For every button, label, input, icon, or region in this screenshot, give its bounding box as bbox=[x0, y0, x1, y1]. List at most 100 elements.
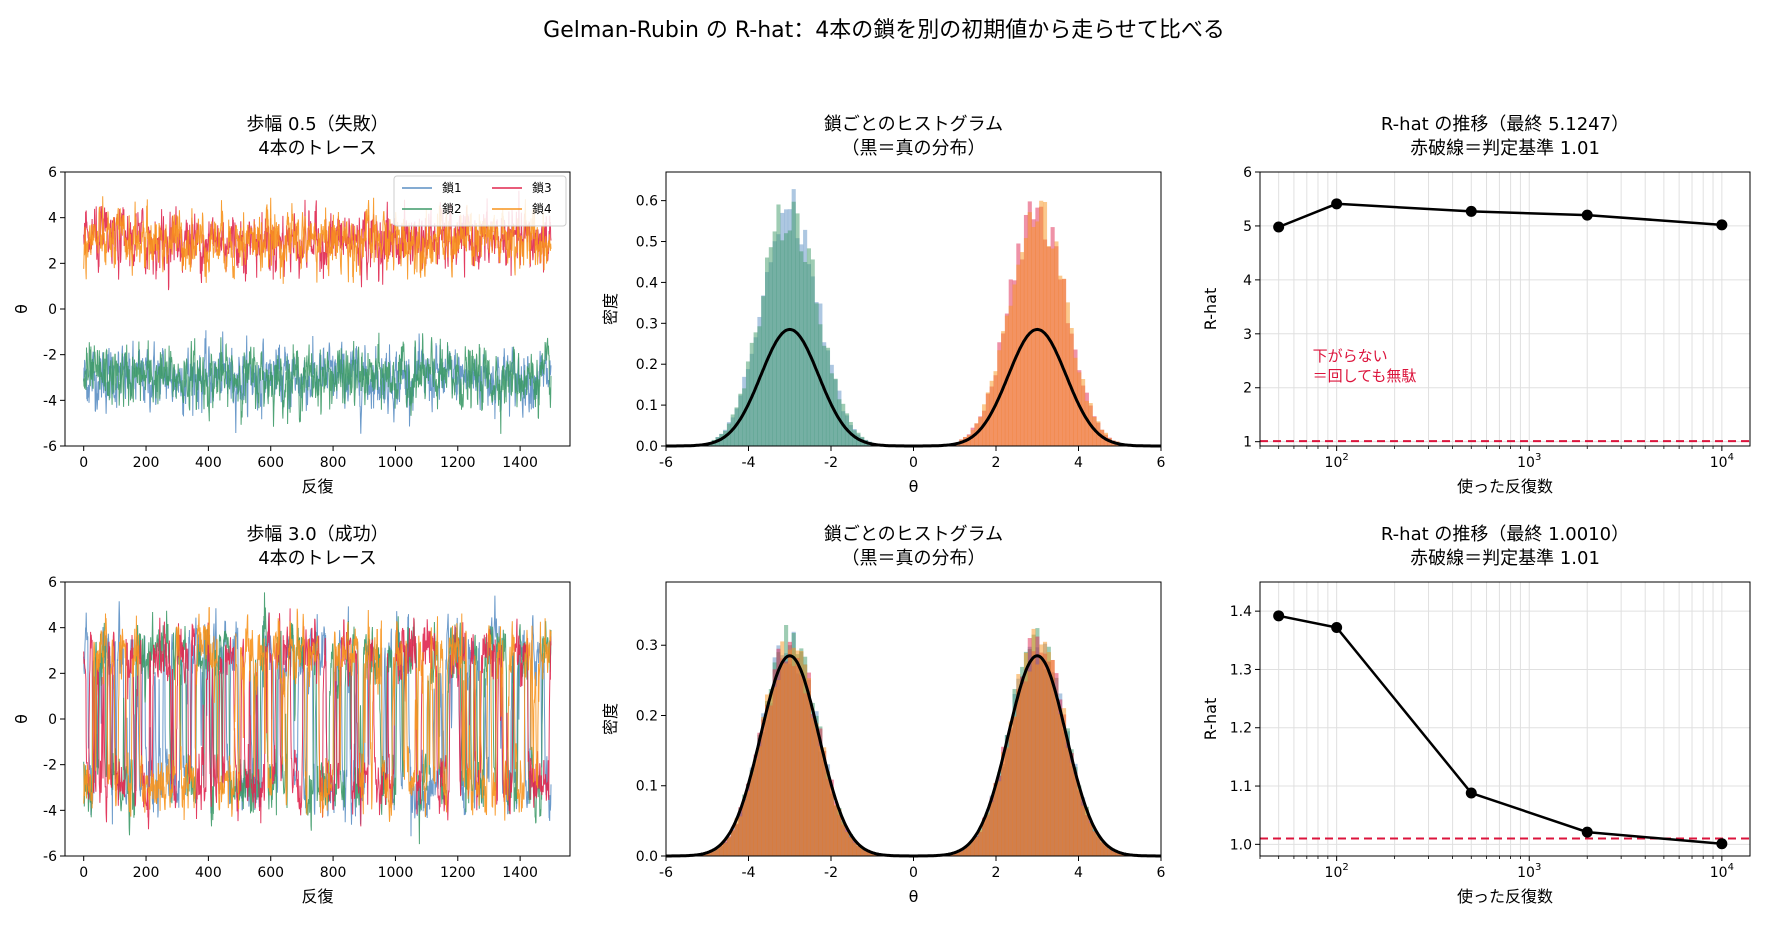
histogram-bar bbox=[1046, 652, 1051, 856]
x-tick-label: 0 bbox=[909, 455, 918, 471]
x-tick-label: 1200 bbox=[440, 865, 476, 881]
y-tick-label: -6 bbox=[43, 849, 57, 865]
figure-title: Gelman-Rubin の R-hat：4本の鎖を別の初期値から走らせて比べる bbox=[543, 18, 1225, 43]
y-tick-label: 0.0 bbox=[636, 439, 658, 455]
histogram-bar bbox=[1031, 226, 1036, 446]
x-tick-base: 10 bbox=[1325, 865, 1343, 881]
y-axis-label: θ bbox=[12, 714, 31, 724]
histogram-bar bbox=[841, 821, 846, 856]
x-tick-label: 102 bbox=[1325, 862, 1349, 881]
panel-title: 鎖ごとのヒストグラム bbox=[824, 524, 1003, 545]
histogram-bar bbox=[955, 852, 960, 856]
histogram-bar bbox=[806, 678, 811, 856]
x-tick-label: 400 bbox=[195, 455, 222, 471]
panel-subtitle: 赤破線＝判定基準 1.01 bbox=[1410, 138, 1600, 159]
histogram-bar bbox=[1004, 747, 1009, 856]
histogram-bar bbox=[837, 399, 842, 446]
x-axis-label: θ bbox=[909, 477, 919, 496]
histogram-bar bbox=[1008, 721, 1013, 856]
histogram-bar bbox=[1027, 671, 1032, 856]
x-axis-label: 使った反復数 bbox=[1457, 477, 1553, 496]
x-tick-label: 102 bbox=[1325, 452, 1349, 471]
histogram-bar bbox=[1023, 652, 1029, 856]
x-tick-base: 10 bbox=[1517, 865, 1535, 881]
histogram-bar bbox=[852, 842, 857, 856]
histogram-bar bbox=[799, 651, 804, 856]
y-tick-label: 6 bbox=[1243, 165, 1252, 181]
x-tick-base: 10 bbox=[1517, 455, 1535, 471]
histogram-bar bbox=[787, 230, 792, 446]
histogram-bar bbox=[1008, 305, 1013, 446]
histogram-bar bbox=[780, 641, 785, 856]
histogram-bar bbox=[803, 664, 808, 856]
x-axis-label: 反復 bbox=[301, 477, 333, 496]
x-tick-label: 600 bbox=[257, 865, 284, 881]
y-tick-label: 3 bbox=[1243, 327, 1252, 343]
histogram-bar bbox=[993, 783, 998, 856]
y-tick-label: 6 bbox=[48, 575, 57, 591]
histogram-bar bbox=[1031, 628, 1036, 856]
histogram-bar bbox=[1027, 212, 1032, 446]
x-axis-label: 使った反復数 bbox=[1457, 887, 1553, 906]
histogram-bar bbox=[1016, 674, 1021, 856]
panel-title: 鎖ごとのヒストグラム bbox=[824, 114, 1003, 135]
histogram-bar bbox=[1020, 683, 1025, 856]
histogram-bar bbox=[1084, 809, 1089, 856]
rhat-panel: 下がらない ＝回しても無駄 R-hat の推移（最終 5.1247） 赤破線＝判定基準… bbox=[1201, 114, 1751, 496]
histogram-bar bbox=[1119, 853, 1124, 856]
x-tick-label: -4 bbox=[742, 455, 756, 471]
y-tick-label: -4 bbox=[43, 393, 57, 409]
y-tick-label: -6 bbox=[43, 439, 57, 455]
histogram-bar bbox=[860, 848, 865, 856]
y-axis-label: 密度 bbox=[601, 703, 620, 735]
histogram-bar bbox=[742, 388, 747, 446]
histogram-bar bbox=[1062, 278, 1067, 446]
histogram-bar bbox=[825, 771, 831, 856]
y-axis-label: R-hat bbox=[1201, 288, 1220, 330]
histogram-bar bbox=[1077, 788, 1082, 856]
histogram-bar bbox=[989, 802, 994, 856]
x-tick-label: -6 bbox=[659, 455, 673, 471]
x-tick-exponent: 4 bbox=[1728, 862, 1734, 873]
annotation-text: ＝回しても無駄 bbox=[1313, 367, 1417, 385]
histogram-bar bbox=[776, 204, 781, 446]
histogram-bar bbox=[757, 326, 762, 446]
histogram-bar bbox=[1035, 664, 1040, 856]
histogram-bar bbox=[723, 430, 728, 446]
histogram-bar bbox=[772, 231, 777, 446]
histogram-bar bbox=[810, 259, 815, 446]
y-tick-label: -2 bbox=[43, 348, 57, 364]
y-tick-label: 2 bbox=[48, 666, 57, 682]
y-tick-label: 0.2 bbox=[636, 708, 658, 724]
histogram-bar bbox=[704, 853, 709, 856]
panel-title: R-hat の推移（最終 5.1247） bbox=[1381, 114, 1629, 135]
histogram-bar bbox=[707, 852, 712, 856]
x-tick-label: 1000 bbox=[378, 865, 414, 881]
x-tick-label: 1200 bbox=[440, 455, 476, 471]
x-tick-label: 104 bbox=[1710, 862, 1734, 881]
histogram-bar bbox=[1077, 372, 1082, 446]
trace-chain-3 bbox=[83, 608, 552, 830]
y-tick-label: 6 bbox=[48, 165, 57, 181]
histogram-bar bbox=[951, 853, 956, 856]
histogram-bar bbox=[974, 836, 979, 856]
x-tick-label: 200 bbox=[133, 455, 160, 471]
x-tick-label: 104 bbox=[1710, 452, 1734, 471]
rhat-point bbox=[1581, 826, 1593, 838]
y-axis-label: 密度 bbox=[601, 293, 620, 325]
histogram-bar bbox=[970, 839, 975, 856]
x-tick-exponent: 3 bbox=[1535, 862, 1541, 873]
y-tick-label: 1.3 bbox=[1230, 662, 1252, 678]
histogram-bar bbox=[1054, 241, 1059, 446]
legend-box bbox=[393, 175, 567, 227]
x-tick-label: -2 bbox=[824, 455, 838, 471]
histogram-bar bbox=[1058, 714, 1063, 856]
histogram-bar bbox=[776, 680, 781, 856]
y-tick-label: 5 bbox=[1243, 219, 1252, 235]
x-tick-exponent: 4 bbox=[1728, 452, 1734, 463]
legend-label: 鎖2 bbox=[442, 201, 462, 216]
histogram-bar bbox=[856, 845, 861, 856]
trace-chain-3 bbox=[83, 190, 552, 291]
histogram-bar bbox=[1039, 200, 1044, 446]
x-tick-label: 6 bbox=[1157, 455, 1166, 471]
